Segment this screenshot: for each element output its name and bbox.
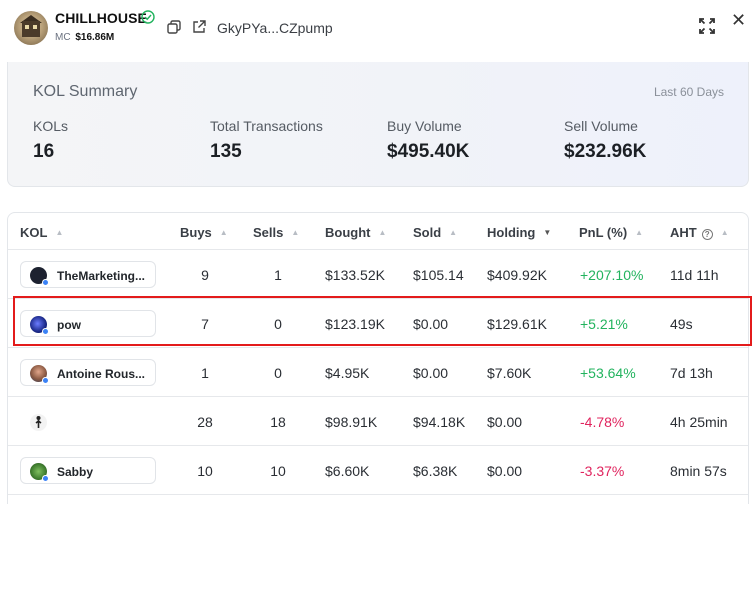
sort-icon: ▲: [291, 228, 300, 237]
external-link-icon[interactable]: [191, 19, 207, 35]
status-dot-icon: [42, 279, 49, 286]
stat-total-transactions: Total Transactions 135: [210, 118, 323, 162]
row-highlight-box: [13, 296, 752, 346]
table-row[interactable]: Sabby 10 10 $6.60K $6.38K $0.00 -3.37% 8…: [8, 446, 748, 495]
kol-chip[interactable]: TheMarketing...: [20, 261, 156, 288]
kol-summary-card: KOL Summary Last 60 Days KOLs 16 Total T…: [7, 62, 749, 187]
sort-icon: ▲: [635, 228, 644, 237]
stat-kols: KOLs 16: [33, 118, 69, 162]
kol-chip[interactable]: Sabby: [20, 457, 156, 484]
sort-desc-icon: ▼: [543, 228, 552, 237]
token-header: CHILLHOUSE MC $16.86M GkyPYa...CZpump ✕: [0, 0, 755, 58]
table-header: KOL ▲ Buys ▲ Sells ▲ Bought ▲ Sold ▲ Holding ▼…: [8, 213, 748, 250]
table-row[interactable]: Antoine Rous... 1 0 $4.95K $0.00 $7.60K …: [8, 348, 748, 397]
column-sells[interactable]: Sells ▲: [253, 225, 300, 240]
status-dot-icon: [42, 328, 49, 335]
kol-table: KOL ▲ Buys ▲ Sells ▲ Bought ▲ Sold ▲ Holding ▼…: [7, 212, 749, 504]
copy-icon[interactable]: [166, 19, 182, 35]
column-sold[interactable]: Sold ▲: [413, 225, 458, 240]
column-pnl[interactable]: PnL (%) ▲: [579, 225, 644, 240]
table-row[interactable]: pow 7 0 $123.19K $0.00 $129.61K +5.21% 4…: [8, 299, 748, 348]
status-dot-icon: [42, 475, 49, 482]
token-avatar: [14, 11, 48, 45]
sort-icon: ▲: [449, 228, 458, 237]
status-dot-icon: [42, 377, 49, 384]
kol-avatar: [30, 414, 47, 431]
column-holding[interactable]: Holding ▼: [487, 225, 552, 240]
sort-icon: ▲: [55, 228, 64, 237]
expand-icon[interactable]: [698, 17, 716, 35]
verified-icon: [141, 10, 155, 24]
summary-title: KOL Summary: [33, 83, 138, 100]
stat-sell-volume: Sell Volume $232.96K: [564, 118, 647, 162]
kol-chip[interactable]: [20, 408, 156, 435]
column-aht[interactable]: AHT? ▲: [670, 225, 729, 240]
kol-chip[interactable]: Antoine Rous...: [20, 359, 156, 386]
kol-chip[interactable]: pow: [20, 310, 156, 337]
column-kol[interactable]: KOL ▲: [20, 225, 64, 240]
sort-icon: ▲: [219, 228, 228, 237]
column-buys[interactable]: Buys ▲: [180, 225, 228, 240]
token-address[interactable]: GkyPYa...CZpump: [217, 20, 333, 36]
table-row[interactable]: TheMarketing... 9 1 $133.52K $105.14 $40…: [8, 250, 748, 299]
table-row[interactable]: 28 18 $98.91K $94.18K $0.00 -4.78% 4h 25…: [8, 397, 748, 446]
token-name: CHILLHOUSE: [55, 10, 147, 26]
sort-icon: ▲: [720, 228, 729, 237]
column-bought[interactable]: Bought ▲: [325, 225, 387, 240]
summary-period: Last 60 Days: [653, 85, 724, 99]
sort-icon: ▲: [378, 228, 387, 237]
stat-buy-volume: Buy Volume $495.40K: [387, 118, 470, 162]
info-icon[interactable]: ?: [701, 229, 713, 240]
market-cap: MC $16.86M: [55, 32, 115, 43]
close-icon[interactable]: ✕: [731, 10, 747, 30]
